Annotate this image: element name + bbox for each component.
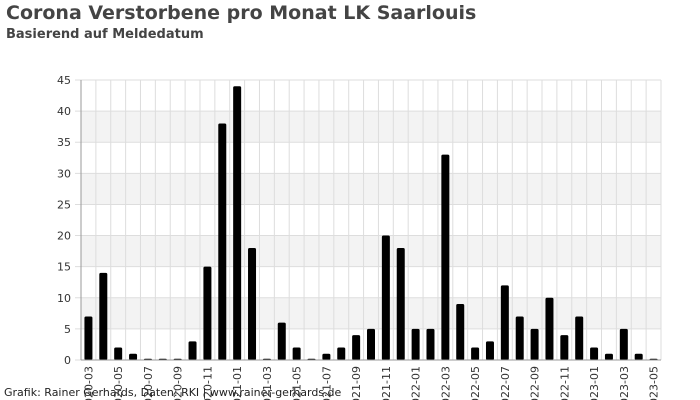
bar-2023-04 xyxy=(634,353,643,360)
x-tick-label: 2023-03 xyxy=(618,366,631,400)
grid-band xyxy=(81,235,661,267)
bar-2023-01 xyxy=(590,347,599,360)
bar-2022-05 xyxy=(471,347,480,360)
bar-2022-01 xyxy=(411,328,420,360)
bar-2022-11 xyxy=(560,335,569,360)
bar-2021-04 xyxy=(277,322,286,360)
x-tick-label: 2020-07 xyxy=(142,366,155,400)
x-tick-label: 2022-07 xyxy=(499,366,512,400)
x-tick-label: 2022-11 xyxy=(558,366,571,400)
bar-2022-06 xyxy=(485,341,494,360)
grid-bands xyxy=(81,111,661,329)
horizontal-gridlines xyxy=(75,79,661,361)
bar-2022-10 xyxy=(545,297,554,360)
bar-2021-01 xyxy=(233,86,242,360)
y-tick-label: 25 xyxy=(57,198,71,211)
bar-2022-04 xyxy=(456,304,465,360)
bar-2020-10 xyxy=(188,341,197,360)
y-tick-label: 5 xyxy=(64,323,71,336)
y-tick-label: 30 xyxy=(57,167,71,180)
bar-2021-07 xyxy=(322,353,331,360)
bar-2020-06 xyxy=(129,353,138,360)
bar-2021-08 xyxy=(337,347,346,360)
x-tick-label: 2022-05 xyxy=(469,366,482,400)
bar-2021-05 xyxy=(292,347,301,360)
bar-2022-02 xyxy=(426,328,435,360)
bar-2023-02 xyxy=(604,353,613,360)
source-credit: Grafik: Rainer Gerhards, Daten: RKI | ww… xyxy=(4,386,342,399)
bar-2020-04 xyxy=(99,272,108,360)
y-tick-label: 45 xyxy=(57,74,71,87)
x-tick-label: 2020-11 xyxy=(201,366,214,400)
y-tick-label: 0 xyxy=(64,354,71,367)
x-tick-label: 2021-07 xyxy=(320,366,333,400)
bar-2021-12 xyxy=(396,248,405,360)
bar-2020-12 xyxy=(218,123,227,360)
x-tick-label: 2020-03 xyxy=(82,366,95,400)
axes xyxy=(80,80,661,361)
x-tick-label: 2021-01 xyxy=(231,366,244,400)
y-tick-label: 20 xyxy=(57,230,71,243)
y-axis-tick-labels: 0 5 10 15 20 25 30 35 40 45 xyxy=(57,74,71,367)
x-tick-label: 2022-03 xyxy=(439,366,452,400)
bar-2022-12 xyxy=(575,316,584,360)
bar-2022-09 xyxy=(530,328,539,360)
x-tick-label: 2020-05 xyxy=(112,366,125,400)
chart-subtitle: Basierend auf Meldedatum xyxy=(6,27,204,42)
x-tick-label: 2023-01 xyxy=(588,366,601,400)
y-tick-label: 40 xyxy=(57,105,71,118)
bar-2020-03 xyxy=(84,316,93,360)
x-tick-label: 2021-11 xyxy=(380,366,393,400)
x-tick-label: 2021-03 xyxy=(261,366,274,400)
bar-2021-09 xyxy=(352,335,361,360)
x-tick-label: 2021-05 xyxy=(291,366,304,400)
bar-series xyxy=(84,86,658,360)
bar-2020-11 xyxy=(203,266,212,360)
x-tick-label: 2020-09 xyxy=(172,366,185,400)
y-tick-label: 15 xyxy=(57,261,71,274)
chart-title: Corona Verstorbene pro Monat LK Saarloui… xyxy=(6,2,477,24)
bar-2022-03 xyxy=(441,154,450,360)
grid-band xyxy=(81,173,661,205)
x-axis-tick-labels: 2020-03 2020-05 2020-07 2020-09 2020-11 2021-… xyxy=(82,366,660,400)
bar-2022-08 xyxy=(515,316,524,360)
x-tick-label: 2023-05 xyxy=(648,366,661,400)
bar-2021-10 xyxy=(367,328,375,360)
x-tick-label: 2022-09 xyxy=(529,366,542,400)
bar-2021-02 xyxy=(248,248,257,360)
y-tick-label: 35 xyxy=(57,136,71,149)
bar-2021-11 xyxy=(381,235,390,360)
bar-2023-03 xyxy=(619,328,628,360)
bar-2020-05 xyxy=(114,347,123,360)
bar-2022-07 xyxy=(500,285,509,360)
grid-band xyxy=(81,111,661,143)
x-tick-label: 2021-09 xyxy=(350,366,363,400)
vertical-gridlines xyxy=(80,80,662,360)
y-tick-label: 10 xyxy=(57,292,71,305)
grid-band xyxy=(81,297,661,329)
x-tick-label: 2022-01 xyxy=(410,366,423,400)
